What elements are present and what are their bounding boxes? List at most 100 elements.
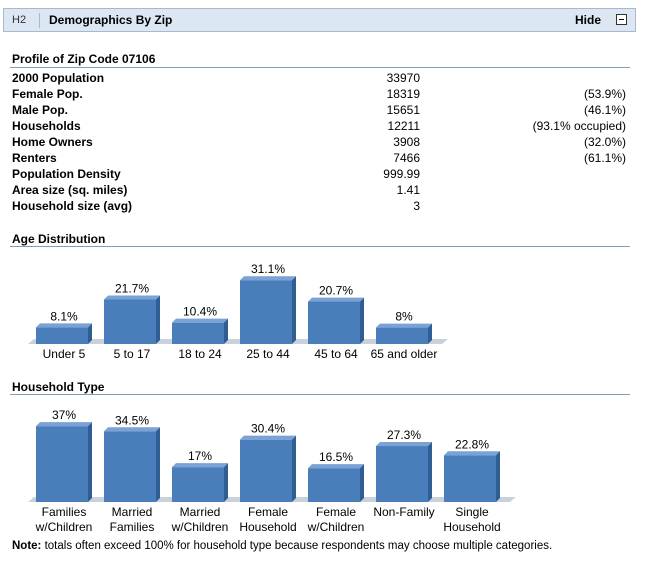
header-divider xyxy=(39,13,40,28)
household-type-divider xyxy=(10,394,630,395)
age-bar-top xyxy=(376,323,432,328)
household-type-chart: 37%Familiesw/Children34.5%MarriedFamilie… xyxy=(28,408,516,534)
section-title: Demographics By Zip xyxy=(49,13,173,27)
age-bar xyxy=(104,299,156,344)
footnote-prefix: Note: xyxy=(12,540,42,552)
household-category-label: Married xyxy=(180,505,221,519)
profile-row-value: 3 xyxy=(413,199,420,213)
age-category-label: 65 and older xyxy=(371,347,438,361)
age-bar-side xyxy=(292,276,296,344)
age-bar-side xyxy=(224,318,228,344)
section-tag: H2 xyxy=(12,14,27,26)
age-bar-top xyxy=(104,295,160,300)
profile-row: Female Pop. 18319 (53.9%) xyxy=(12,87,626,103)
profile-row-label: Home Owners xyxy=(12,135,93,149)
profile-row-extra: (61.1%) xyxy=(583,151,626,165)
age-bar-side xyxy=(428,323,432,344)
household-category-label: Married xyxy=(112,505,153,519)
profile-row-extra: (46.1%) xyxy=(583,103,626,117)
household-category-label: Families xyxy=(42,505,87,519)
age-data-label: 10.4% xyxy=(183,305,217,319)
household-category-label: w/Children xyxy=(171,520,229,534)
household-data-label: 22.8% xyxy=(455,437,489,451)
household-bar xyxy=(308,468,360,502)
profile-row-value: 12211 xyxy=(387,119,420,133)
age-bar xyxy=(308,301,360,344)
household-category-label: Families xyxy=(110,520,155,534)
age-data-label: 31.1% xyxy=(251,262,285,276)
profile-row-extra: (32.0%) xyxy=(583,135,626,149)
profile-row-extra: (53.9%) xyxy=(583,87,626,101)
household-bar-side xyxy=(360,464,364,502)
age-bar-side xyxy=(88,323,92,344)
age-bar-side xyxy=(360,297,364,344)
profile-row: 2000 Population 33970 xyxy=(12,71,626,87)
profile-row: Home Owners 3908 (32.0%) xyxy=(12,135,626,151)
age-bar-top xyxy=(172,318,228,323)
profile-row: Renters 7466 (61.1%) xyxy=(12,151,626,167)
profile-title: Profile of Zip Code 07106 xyxy=(12,52,156,66)
household-category-label: w/Children xyxy=(307,520,365,534)
hide-link[interactable]: Hide xyxy=(574,13,601,27)
age-distribution-divider xyxy=(10,246,630,247)
household-bar-side xyxy=(292,435,296,502)
household-type-title: Household Type xyxy=(12,380,105,394)
household-data-label: 30.4% xyxy=(251,422,285,436)
household-data-label: 34.5% xyxy=(115,413,149,427)
household-bar-side xyxy=(156,427,160,502)
household-data-label: 17% xyxy=(188,449,212,463)
profile-row: Households 12211 (93.1% occupied) xyxy=(12,119,626,135)
footnote: Note: totals often exceed 100% for house… xyxy=(12,540,552,552)
household-data-label: 37% xyxy=(52,408,76,422)
profile-row-value: 33970 xyxy=(386,71,420,85)
profile-row-label: Area size (sq. miles) xyxy=(12,183,128,197)
profile-row-extra: (93.1% occupied) xyxy=(532,119,626,133)
household-bar xyxy=(172,467,224,502)
age-data-label: 8% xyxy=(395,310,413,324)
profile-row-label: Household size (avg) xyxy=(12,199,133,213)
age-category-label: Under 5 xyxy=(43,347,86,361)
household-bar-side xyxy=(428,442,432,502)
household-bar-side xyxy=(88,422,92,502)
household-bar xyxy=(376,446,428,502)
household-bar-top xyxy=(376,442,432,447)
section-header: H2 Demographics By Zip Hide xyxy=(3,8,636,32)
profile-row-label: Female Pop. xyxy=(12,87,83,101)
profile-row-value: 15651 xyxy=(386,103,420,117)
age-bar-side xyxy=(156,295,160,344)
household-bar xyxy=(444,455,496,502)
profile-row-value: 18319 xyxy=(386,87,420,101)
profile-divider xyxy=(10,67,630,68)
household-data-label: 27.3% xyxy=(387,428,421,442)
age-bar xyxy=(172,322,224,344)
profile-row-label: Households xyxy=(12,119,81,133)
age-distribution-chart: 8.1% Under 5 21.7% 5 to 17 10.4% 18 to 24 31.1… xyxy=(28,262,448,361)
profile-row: Male Pop. 15651 (46.1%) xyxy=(12,103,626,119)
age-data-label: 21.7% xyxy=(115,282,149,296)
household-bar xyxy=(36,426,88,502)
age-category-label: 45 to 64 xyxy=(314,347,358,361)
collapse-icon[interactable] xyxy=(616,14,627,25)
profile-row-value: 3908 xyxy=(393,135,420,149)
age-bar-top xyxy=(240,276,296,281)
profile-row: Area size (sq. miles) 1.41 xyxy=(12,183,626,199)
household-category-label: Female xyxy=(248,505,288,519)
household-bar-side xyxy=(224,463,228,502)
profile-row-label: Renters xyxy=(12,151,57,165)
household-bar xyxy=(240,439,292,502)
household-category-label: Non-Family xyxy=(373,505,434,519)
profile-row-label: 2000 Population xyxy=(12,71,105,85)
household-bar-side xyxy=(496,451,500,502)
household-bar-top xyxy=(172,463,228,468)
household-category-label: Female xyxy=(316,505,356,519)
profile-row-value: 1.41 xyxy=(396,183,420,197)
age-category-label: 5 to 17 xyxy=(114,347,151,361)
age-bar xyxy=(36,327,88,344)
household-category-label: Household xyxy=(239,520,296,534)
footnote-text: totals often exceed 100% for household t… xyxy=(41,540,553,552)
household-category-label: w/Children xyxy=(35,520,93,534)
age-bar-top xyxy=(308,297,364,302)
profile-row-value: 7466 xyxy=(393,151,420,165)
age-data-label: 20.7% xyxy=(319,284,353,298)
household-bar-top xyxy=(36,422,92,427)
